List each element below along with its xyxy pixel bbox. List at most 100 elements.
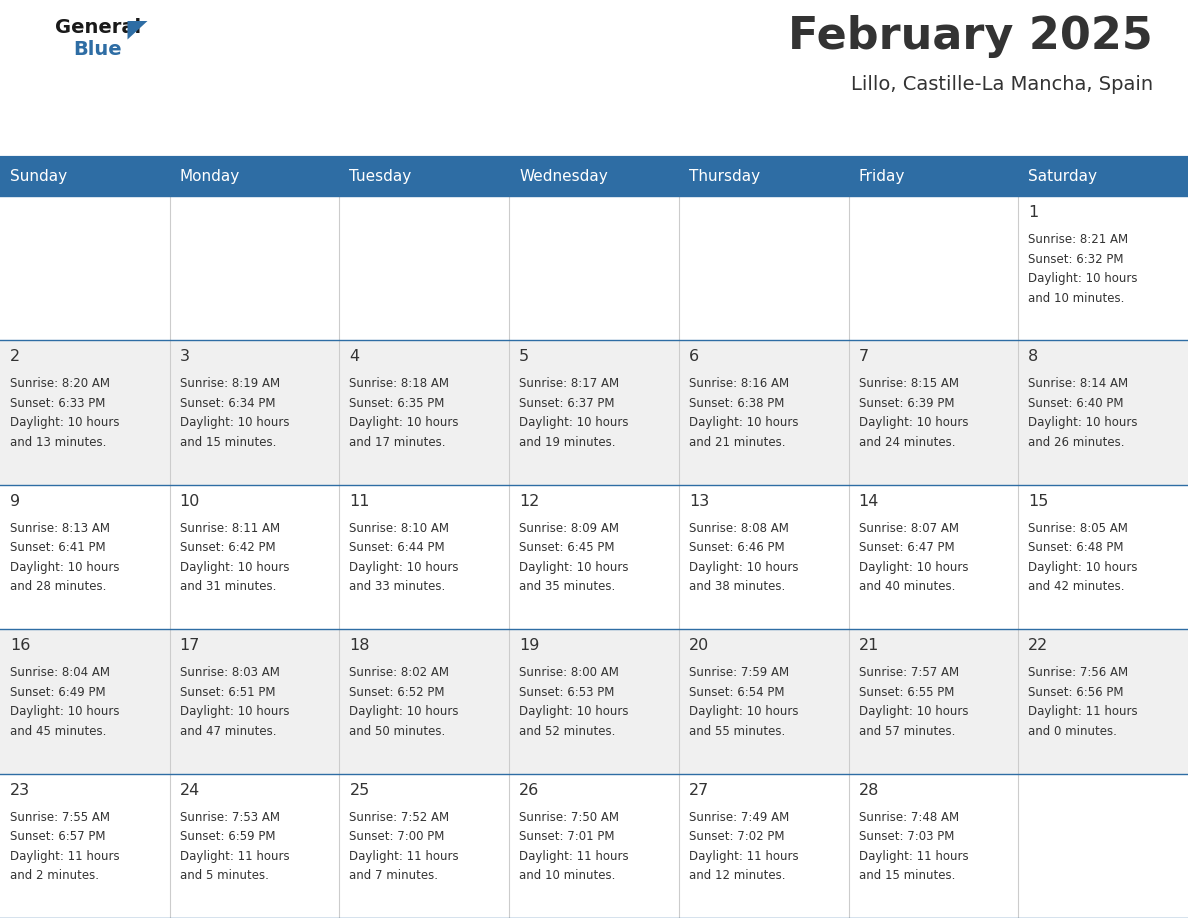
Text: Daylight: 10 hours: Daylight: 10 hours — [519, 705, 628, 718]
Text: and 55 minutes.: and 55 minutes. — [689, 724, 785, 738]
Text: Sunset: 6:44 PM: Sunset: 6:44 PM — [349, 542, 446, 554]
Text: Blue: Blue — [72, 40, 121, 59]
Bar — [0, 629, 1188, 774]
Text: Sunset: 6:57 PM: Sunset: 6:57 PM — [10, 830, 106, 843]
Text: 28: 28 — [859, 783, 879, 798]
Text: 9: 9 — [10, 494, 20, 509]
Text: Sunrise: 8:15 AM: Sunrise: 8:15 AM — [859, 377, 959, 390]
Text: Sunset: 6:42 PM: Sunset: 6:42 PM — [179, 542, 276, 554]
Text: and 17 minutes.: and 17 minutes. — [349, 436, 446, 449]
Text: 3: 3 — [179, 350, 190, 364]
Text: and 26 minutes.: and 26 minutes. — [1029, 436, 1125, 449]
Bar — [0, 158, 1188, 196]
Text: Saturday: Saturday — [1029, 170, 1098, 185]
Bar — [0, 774, 1188, 918]
Text: 7: 7 — [859, 350, 868, 364]
Text: Sunset: 6:47 PM: Sunset: 6:47 PM — [859, 542, 954, 554]
Text: and 5 minutes.: and 5 minutes. — [179, 869, 268, 882]
Text: Sunset: 6:35 PM: Sunset: 6:35 PM — [349, 397, 444, 410]
Text: Sunrise: 8:18 AM: Sunrise: 8:18 AM — [349, 377, 449, 390]
Text: 24: 24 — [179, 783, 200, 798]
Text: Sunset: 6:37 PM: Sunset: 6:37 PM — [519, 397, 614, 410]
Text: Sunset: 6:41 PM: Sunset: 6:41 PM — [10, 542, 106, 554]
Text: and 10 minutes.: and 10 minutes. — [1029, 292, 1125, 305]
Text: Daylight: 11 hours: Daylight: 11 hours — [689, 849, 798, 863]
Text: Sunrise: 7:52 AM: Sunrise: 7:52 AM — [349, 811, 449, 823]
Text: Sunrise: 7:57 AM: Sunrise: 7:57 AM — [859, 666, 959, 679]
Text: Sunrise: 8:17 AM: Sunrise: 8:17 AM — [519, 377, 619, 390]
Text: and 2 minutes.: and 2 minutes. — [10, 869, 99, 882]
Text: 22: 22 — [1029, 638, 1049, 654]
Text: Monday: Monday — [179, 170, 240, 185]
Text: 10: 10 — [179, 494, 200, 509]
Text: and 42 minutes.: and 42 minutes. — [1029, 580, 1125, 593]
Text: Sunrise: 8:00 AM: Sunrise: 8:00 AM — [519, 666, 619, 679]
Text: Sunset: 6:40 PM: Sunset: 6:40 PM — [1029, 397, 1124, 410]
Bar — [0, 341, 1188, 485]
Text: Daylight: 10 hours: Daylight: 10 hours — [179, 417, 289, 430]
Text: Daylight: 10 hours: Daylight: 10 hours — [1029, 417, 1138, 430]
Text: Sunrise: 7:55 AM: Sunrise: 7:55 AM — [10, 811, 110, 823]
Text: and 24 minutes.: and 24 minutes. — [859, 436, 955, 449]
Text: 16: 16 — [10, 638, 31, 654]
Text: 1: 1 — [1029, 205, 1038, 220]
Text: Thursday: Thursday — [689, 170, 760, 185]
Text: Daylight: 10 hours: Daylight: 10 hours — [179, 705, 289, 718]
Text: Sunrise: 7:53 AM: Sunrise: 7:53 AM — [179, 811, 279, 823]
Text: Sunset: 6:54 PM: Sunset: 6:54 PM — [689, 686, 784, 699]
Text: Daylight: 10 hours: Daylight: 10 hours — [859, 561, 968, 574]
Text: 13: 13 — [689, 494, 709, 509]
Text: Sunset: 6:33 PM: Sunset: 6:33 PM — [10, 397, 106, 410]
Text: Daylight: 10 hours: Daylight: 10 hours — [179, 561, 289, 574]
Bar — [0, 485, 1188, 629]
Text: 19: 19 — [519, 638, 539, 654]
Text: Daylight: 10 hours: Daylight: 10 hours — [1029, 561, 1138, 574]
Text: Wednesday: Wednesday — [519, 170, 608, 185]
Text: and 52 minutes.: and 52 minutes. — [519, 724, 615, 738]
Text: Sunrise: 8:20 AM: Sunrise: 8:20 AM — [10, 377, 110, 390]
Text: Daylight: 11 hours: Daylight: 11 hours — [1029, 705, 1138, 718]
Text: 5: 5 — [519, 350, 530, 364]
Text: 21: 21 — [859, 638, 879, 654]
Text: 20: 20 — [689, 638, 709, 654]
Text: Daylight: 10 hours: Daylight: 10 hours — [689, 705, 798, 718]
Text: Daylight: 10 hours: Daylight: 10 hours — [689, 417, 798, 430]
Bar — [0, 196, 1188, 341]
Text: Sunset: 6:49 PM: Sunset: 6:49 PM — [10, 686, 106, 699]
Text: Sunset: 6:34 PM: Sunset: 6:34 PM — [179, 397, 276, 410]
Text: and 21 minutes.: and 21 minutes. — [689, 436, 785, 449]
Text: and 13 minutes.: and 13 minutes. — [10, 436, 107, 449]
Text: Sunrise: 8:08 AM: Sunrise: 8:08 AM — [689, 521, 789, 535]
Text: Sunrise: 8:16 AM: Sunrise: 8:16 AM — [689, 377, 789, 390]
Text: Sunset: 6:32 PM: Sunset: 6:32 PM — [1029, 252, 1124, 265]
Text: Daylight: 10 hours: Daylight: 10 hours — [859, 705, 968, 718]
Text: 6: 6 — [689, 350, 699, 364]
Text: Daylight: 11 hours: Daylight: 11 hours — [349, 849, 459, 863]
Text: Sunrise: 8:11 AM: Sunrise: 8:11 AM — [179, 521, 280, 535]
Text: Sunrise: 8:03 AM: Sunrise: 8:03 AM — [179, 666, 279, 679]
Text: Daylight: 10 hours: Daylight: 10 hours — [859, 417, 968, 430]
Text: 12: 12 — [519, 494, 539, 509]
Text: Daylight: 11 hours: Daylight: 11 hours — [519, 849, 628, 863]
Text: Daylight: 11 hours: Daylight: 11 hours — [10, 849, 120, 863]
Text: and 35 minutes.: and 35 minutes. — [519, 580, 615, 593]
Text: and 28 minutes.: and 28 minutes. — [10, 580, 107, 593]
Text: Sunset: 6:52 PM: Sunset: 6:52 PM — [349, 686, 446, 699]
Text: Sunset: 6:51 PM: Sunset: 6:51 PM — [179, 686, 276, 699]
Text: and 45 minutes.: and 45 minutes. — [10, 724, 107, 738]
Text: Daylight: 11 hours: Daylight: 11 hours — [179, 849, 290, 863]
Text: and 10 minutes.: and 10 minutes. — [519, 869, 615, 882]
Text: and 31 minutes.: and 31 minutes. — [179, 580, 276, 593]
Text: and 0 minutes.: and 0 minutes. — [1029, 724, 1117, 738]
Text: Sunset: 6:39 PM: Sunset: 6:39 PM — [859, 397, 954, 410]
Text: Sunrise: 8:05 AM: Sunrise: 8:05 AM — [1029, 521, 1129, 535]
Text: General: General — [55, 18, 141, 37]
Text: Sunrise: 8:07 AM: Sunrise: 8:07 AM — [859, 521, 959, 535]
Text: Sunrise: 7:56 AM: Sunrise: 7:56 AM — [1029, 666, 1129, 679]
Text: February 2025: February 2025 — [789, 15, 1154, 58]
Text: Daylight: 10 hours: Daylight: 10 hours — [10, 561, 120, 574]
Text: and 7 minutes.: and 7 minutes. — [349, 869, 438, 882]
Text: Sunrise: 8:21 AM: Sunrise: 8:21 AM — [1029, 233, 1129, 246]
Text: Daylight: 11 hours: Daylight: 11 hours — [859, 849, 968, 863]
Text: and 40 minutes.: and 40 minutes. — [859, 580, 955, 593]
